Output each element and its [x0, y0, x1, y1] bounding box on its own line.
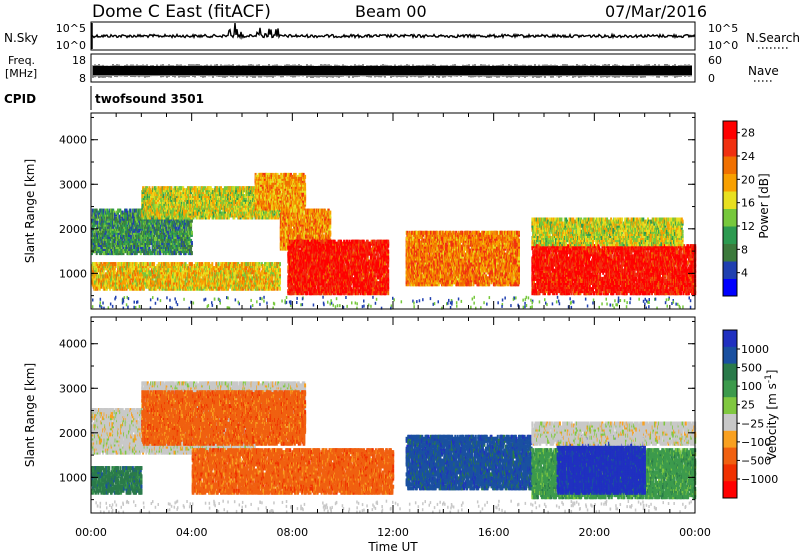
data-cell: [170, 186, 172, 190]
nsky-panel: N.Sky 10^5 10^0 10^5 10^0 N.Search: [4, 22, 800, 52]
data-cell: [115, 262, 117, 266]
nsky-line: [91, 23, 695, 38]
data-cell: [304, 183, 306, 187]
data-cell: [190, 223, 192, 227]
data-cell: [130, 209, 132, 213]
beam-label: Beam 00: [355, 2, 427, 21]
freq-label: Freq.: [8, 54, 35, 67]
nave-label: Nave: [748, 64, 779, 78]
station-title: Dome C East (fitACF): [92, 2, 271, 22]
data-cell: [295, 173, 297, 177]
data-cell: [304, 175, 306, 179]
freq-trace: [93, 64, 692, 78]
data-cell: [191, 241, 193, 245]
nsearch-label: N.Search: [746, 31, 800, 45]
data-cell: [304, 187, 306, 191]
nsky-tick-low: 10^0: [56, 39, 86, 52]
nsky-label: N.Sky: [4, 31, 38, 45]
data-cell: [191, 251, 193, 255]
cpid-label: CPID: [4, 92, 36, 106]
nsky-trace: [91, 23, 695, 49]
nsearch-tick-high: 10^5: [708, 22, 738, 35]
cpid-value: twofsound 3501: [95, 92, 204, 106]
nsearch-tick-low: 10^0: [708, 39, 738, 52]
freq-tick-low: 8: [79, 72, 86, 85]
nave-tick-high: 60: [708, 54, 722, 67]
freq-unit: [MHz]: [5, 67, 37, 80]
freq-panel: Freq. [MHz] 18 8 60 0 Nave: [5, 54, 779, 85]
nsky-tick-high: 10^5: [56, 22, 86, 35]
data-cell: [198, 186, 200, 190]
data-cell: [191, 231, 193, 235]
cpid-panel: CPID twofsound 3501: [4, 86, 204, 110]
power-data: [91, 173, 696, 310]
nave-tick-low: 0: [708, 72, 715, 85]
freq-tick-high: 18: [72, 54, 86, 67]
date-label: 07/Mar/2016: [605, 2, 707, 21]
data-cell: [196, 216, 198, 220]
radar-summary-plot: Dome C East (fitACF) Beam 00 07/Mar/2016…: [0, 0, 800, 554]
